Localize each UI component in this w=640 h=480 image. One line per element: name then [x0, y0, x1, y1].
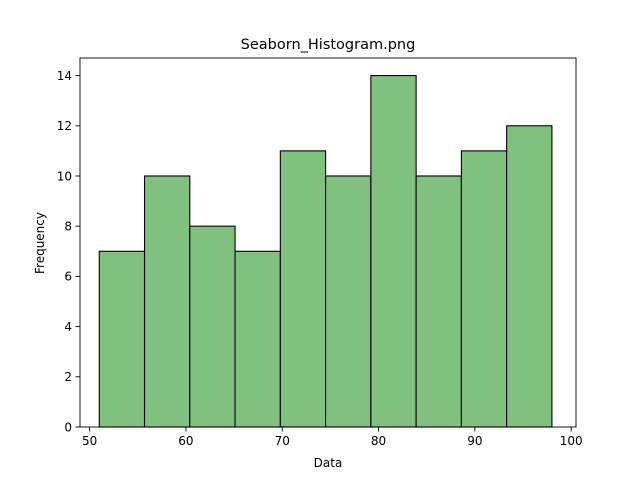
y-tick-label: 10 [57, 169, 72, 183]
x-axis: 50 60 70 80 90 100 [82, 427, 583, 448]
x-tick-label: 90 [467, 434, 482, 448]
x-tick-label: 60 [178, 434, 193, 448]
x-tick-label: 80 [371, 434, 386, 448]
histogram-bar [279, 150, 327, 428]
histogram-bar [325, 175, 372, 428]
histogram-bar [234, 250, 281, 428]
y-tick-label: 6 [64, 270, 72, 284]
y-tick-label: 0 [64, 420, 72, 434]
histogram-bar [415, 175, 462, 428]
histogram-bar [370, 75, 417, 428]
histogram-bar [460, 150, 508, 428]
y-tick-label: 4 [64, 320, 72, 334]
histogram-bar [143, 175, 191, 428]
bars-group [98, 75, 553, 428]
axes-frame [79, 57, 577, 428]
x-tick-label: 100 [560, 434, 583, 448]
y-tick-label: 12 [57, 119, 72, 133]
y-tick-label: 14 [57, 69, 72, 83]
y-axis: 0 2 4 6 8 10 12 14 [57, 69, 80, 434]
chart-title: Seaborn_Histogram.png [241, 37, 416, 53]
y-tick-label: 8 [64, 219, 72, 233]
histogram-bar [189, 225, 236, 428]
histogram-bar [506, 125, 553, 428]
x-tick-label: 70 [275, 434, 290, 448]
x-tick-label: 50 [82, 434, 97, 448]
histogram-bar [98, 250, 146, 428]
x-axis-label: Data [314, 456, 343, 470]
y-axis-label: Frequency [33, 212, 47, 274]
y-tick-label: 2 [64, 370, 72, 384]
